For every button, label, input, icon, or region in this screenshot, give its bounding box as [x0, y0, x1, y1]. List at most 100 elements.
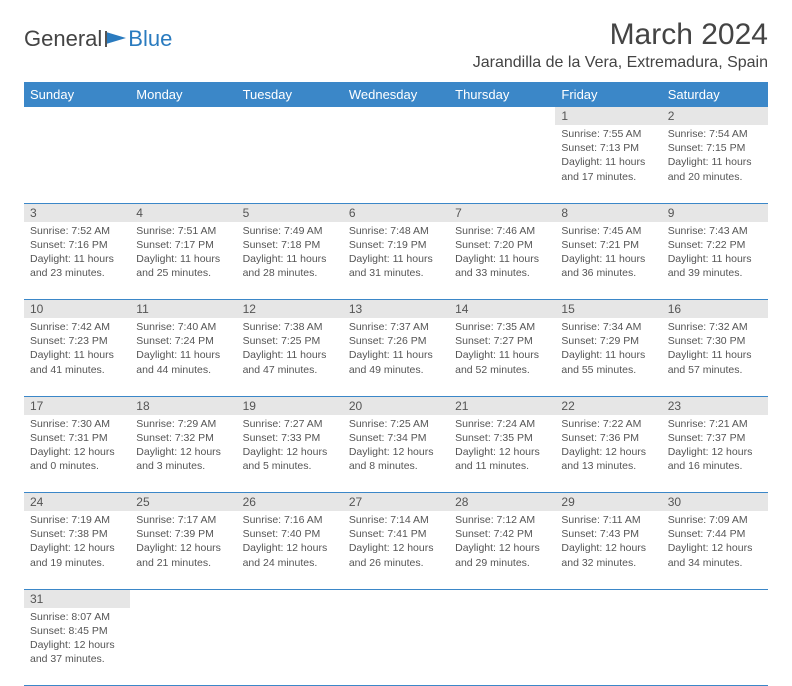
empty-cell: [237, 589, 343, 608]
day-data-cell: Sunrise: 7:40 AMSunset: 7:24 PMDaylight:…: [130, 318, 236, 396]
day-data-cell: Sunrise: 7:22 AMSunset: 7:36 PMDaylight:…: [555, 415, 661, 493]
daylight-line1: Daylight: 12 hours: [136, 541, 230, 555]
day-number-cell: 19: [237, 396, 343, 415]
sunrise: Sunrise: 7:29 AM: [136, 417, 230, 431]
sunrise: Sunrise: 7:14 AM: [349, 513, 443, 527]
day-data-cell: Sunrise: 7:42 AMSunset: 7:23 PMDaylight:…: [24, 318, 130, 396]
sunrise: Sunrise: 7:54 AM: [668, 127, 762, 141]
sunset: Sunset: 7:16 PM: [30, 238, 124, 252]
empty-cell: [130, 107, 236, 125]
day-data: Sunrise: 7:14 AMSunset: 7:41 PMDaylight:…: [343, 511, 449, 574]
daylight-line2: and 33 minutes.: [455, 266, 549, 280]
sunrise: Sunrise: 7:46 AM: [455, 224, 549, 238]
empty-cell: [555, 608, 661, 686]
sunset: Sunset: 7:41 PM: [349, 527, 443, 541]
day-data-cell: Sunrise: 7:34 AMSunset: 7:29 PMDaylight:…: [555, 318, 661, 396]
daylight-line1: Daylight: 11 hours: [455, 252, 549, 266]
weekday-header: Tuesday: [237, 82, 343, 107]
empty-cell: [555, 589, 661, 608]
day-data: Sunrise: 7:32 AMSunset: 7:30 PMDaylight:…: [662, 318, 768, 381]
daylight-line1: Daylight: 12 hours: [455, 541, 549, 555]
sunrise: Sunrise: 7:22 AM: [561, 417, 655, 431]
daylight-line2: and 39 minutes.: [668, 266, 762, 280]
sunset: Sunset: 7:27 PM: [455, 334, 549, 348]
daylight-line2: and 26 minutes.: [349, 556, 443, 570]
empty-cell: [237, 125, 343, 203]
daylight-line2: and 52 minutes.: [455, 363, 549, 377]
day-number: 26: [237, 493, 343, 511]
daylight-line2: and 55 minutes.: [561, 363, 655, 377]
sunrise: Sunrise: 7:19 AM: [30, 513, 124, 527]
day-data: Sunrise: 7:46 AMSunset: 7:20 PMDaylight:…: [449, 222, 555, 285]
weekday-header: Thursday: [449, 82, 555, 107]
logo-text-blue: Blue: [128, 26, 172, 52]
sunset: Sunset: 7:42 PM: [455, 527, 549, 541]
sunset: Sunset: 7:22 PM: [668, 238, 762, 252]
day-data-cell: Sunrise: 7:17 AMSunset: 7:39 PMDaylight:…: [130, 511, 236, 589]
sunset: Sunset: 7:13 PM: [561, 141, 655, 155]
day-data: Sunrise: 7:38 AMSunset: 7:25 PMDaylight:…: [237, 318, 343, 381]
sunset: Sunset: 7:30 PM: [668, 334, 762, 348]
weekday-header: Monday: [130, 82, 236, 107]
day-data: Sunrise: 7:21 AMSunset: 7:37 PMDaylight:…: [662, 415, 768, 478]
day-number-cell: 6: [343, 203, 449, 222]
day-data: Sunrise: 7:17 AMSunset: 7:39 PMDaylight:…: [130, 511, 236, 574]
day-number-cell: 10: [24, 300, 130, 319]
day-number: 9: [662, 204, 768, 222]
daynum-row: 3456789: [24, 203, 768, 222]
day-number: 8: [555, 204, 661, 222]
day-data-cell: Sunrise: 7:11 AMSunset: 7:43 PMDaylight:…: [555, 511, 661, 589]
empty-cell: [343, 125, 449, 203]
day-number-cell: 23: [662, 396, 768, 415]
day-data: Sunrise: 7:48 AMSunset: 7:19 PMDaylight:…: [343, 222, 449, 285]
day-number-cell: 24: [24, 493, 130, 512]
day-data-cell: Sunrise: 7:30 AMSunset: 7:31 PMDaylight:…: [24, 415, 130, 493]
sunset: Sunset: 7:15 PM: [668, 141, 762, 155]
day-data-cell: Sunrise: 7:46 AMSunset: 7:20 PMDaylight:…: [449, 222, 555, 300]
daylight-line1: Daylight: 12 hours: [30, 541, 124, 555]
empty-cell: [130, 589, 236, 608]
sunset: Sunset: 7:21 PM: [561, 238, 655, 252]
sunset: Sunset: 7:19 PM: [349, 238, 443, 252]
sunset: Sunset: 7:24 PM: [136, 334, 230, 348]
day-data-cell: Sunrise: 7:45 AMSunset: 7:21 PMDaylight:…: [555, 222, 661, 300]
sunrise: Sunrise: 7:09 AM: [668, 513, 762, 527]
empty-cell: [662, 589, 768, 608]
day-number: 7: [449, 204, 555, 222]
daylight-line2: and 44 minutes.: [136, 363, 230, 377]
day-data: Sunrise: 7:29 AMSunset: 7:32 PMDaylight:…: [130, 415, 236, 478]
day-number-cell: 1: [555, 107, 661, 125]
sunset: Sunset: 7:33 PM: [243, 431, 337, 445]
sunset: Sunset: 7:23 PM: [30, 334, 124, 348]
sunset: Sunset: 8:45 PM: [30, 624, 124, 638]
sunrise: Sunrise: 7:12 AM: [455, 513, 549, 527]
day-number-cell: 26: [237, 493, 343, 512]
day-data-cell: Sunrise: 7:12 AMSunset: 7:42 PMDaylight:…: [449, 511, 555, 589]
daylight-line2: and 34 minutes.: [668, 556, 762, 570]
day-data-cell: Sunrise: 7:16 AMSunset: 7:40 PMDaylight:…: [237, 511, 343, 589]
logo-text-general: General: [24, 26, 102, 52]
day-number-cell: 31: [24, 589, 130, 608]
sunset: Sunset: 7:43 PM: [561, 527, 655, 541]
daylight-line2: and 28 minutes.: [243, 266, 337, 280]
day-number: 22: [555, 397, 661, 415]
calendar-table: SundayMondayTuesdayWednesdayThursdayFrid…: [24, 82, 768, 686]
sunset: Sunset: 7:29 PM: [561, 334, 655, 348]
day-number: 11: [130, 300, 236, 318]
sunrise: Sunrise: 7:32 AM: [668, 320, 762, 334]
day-number-cell: 18: [130, 396, 236, 415]
weekday-header: Saturday: [662, 82, 768, 107]
daylight-line1: Daylight: 11 hours: [561, 348, 655, 362]
day-number: 18: [130, 397, 236, 415]
sunset: Sunset: 7:31 PM: [30, 431, 124, 445]
day-number: 5: [237, 204, 343, 222]
sunset: Sunset: 7:25 PM: [243, 334, 337, 348]
day-number-cell: 5: [237, 203, 343, 222]
day-number-cell: 3: [24, 203, 130, 222]
weekday-header-row: SundayMondayTuesdayWednesdayThursdayFrid…: [24, 82, 768, 107]
sunrise: Sunrise: 7:25 AM: [349, 417, 443, 431]
day-number: 23: [662, 397, 768, 415]
day-data: Sunrise: 7:09 AMSunset: 7:44 PMDaylight:…: [662, 511, 768, 574]
day-data: Sunrise: 7:54 AMSunset: 7:15 PMDaylight:…: [662, 125, 768, 188]
day-number-cell: 14: [449, 300, 555, 319]
